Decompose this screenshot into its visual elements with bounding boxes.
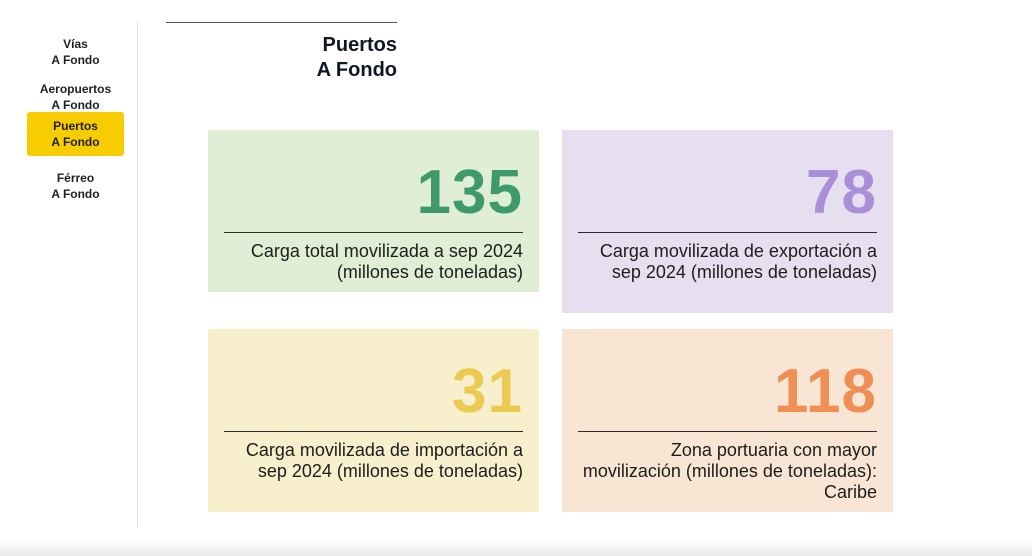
bottom-edge-shadow bbox=[0, 540, 1032, 556]
sidebar-item-sublabel: A Fondo bbox=[51, 53, 100, 67]
stat-value: 135 bbox=[416, 158, 523, 227]
sidebar-item-sublabel: A Fondo bbox=[51, 98, 100, 112]
sidebar-item-label: Puertos bbox=[53, 119, 98, 133]
sidebar-item-sublabel: A Fondo bbox=[51, 135, 100, 149]
sidebar-item-label: Vías bbox=[63, 37, 88, 51]
stat-description: Carga movilizada de exportación a sep 20… bbox=[599, 241, 877, 282]
stat-value: 78 bbox=[806, 158, 877, 227]
card-divider bbox=[578, 232, 877, 233]
stat-description: Zona portuaria con mayor movilización (m… bbox=[582, 440, 877, 502]
sidebar-item-label: Aeropuertos bbox=[39, 82, 112, 96]
stat-value: 31 bbox=[452, 357, 523, 426]
stat-card-import-cargo: 31 Carga movilizada de importación a sep… bbox=[208, 329, 539, 512]
sidebar-nav: Vías A Fondo Aeropuertos A Fondo Puertos… bbox=[0, 22, 138, 528]
sidebar-item-vias[interactable]: Vías A Fondo bbox=[27, 30, 124, 74]
sidebar-item-aeropuertos[interactable]: Aeropuertos A Fondo bbox=[27, 75, 124, 119]
card-divider bbox=[578, 431, 877, 432]
sidebar-item-ferreo[interactable]: Férreo A Fondo bbox=[27, 164, 124, 208]
page-title-line1: Puertos bbox=[322, 34, 397, 56]
page-title-line2: A Fondo bbox=[316, 59, 397, 81]
stat-card-total-cargo: 135 Carga total movilizada a sep 2024 (m… bbox=[208, 130, 539, 292]
sidebar-item-sublabel: A Fondo bbox=[51, 187, 100, 201]
stat-card-export-cargo: 78 Carga movilizada de exportación a sep… bbox=[562, 130, 893, 313]
header-divider bbox=[166, 22, 397, 23]
card-divider bbox=[224, 431, 523, 432]
stat-description: Carga total movilizada a sep 2024 (millo… bbox=[250, 241, 523, 282]
sidebar-item-puertos[interactable]: Puertos A Fondo bbox=[27, 112, 124, 156]
sidebar-item-label: Férreo bbox=[56, 171, 95, 185]
stat-description: Carga movilizada de importación a sep 20… bbox=[245, 440, 523, 481]
stat-value: 118 bbox=[773, 357, 877, 426]
stat-card-top-port-zone: 118 Zona portuaria con mayor movilizació… bbox=[562, 329, 893, 512]
card-divider bbox=[224, 232, 523, 233]
page-title: Puertos A Fondo bbox=[166, 33, 397, 83]
